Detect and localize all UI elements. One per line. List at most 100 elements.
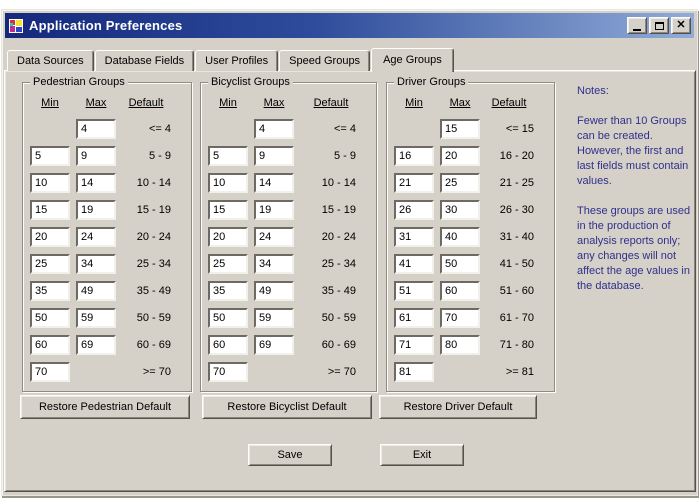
age-group-row: 26 - 30 xyxy=(387,198,554,225)
max-input[interactable] xyxy=(440,119,480,139)
min-input[interactable] xyxy=(394,146,434,166)
maximize-button[interactable] xyxy=(649,17,669,34)
max-input[interactable] xyxy=(254,281,294,301)
min-input[interactable] xyxy=(30,281,70,301)
max-input[interactable] xyxy=(76,254,116,274)
max-input[interactable] xyxy=(76,335,116,355)
max-input[interactable] xyxy=(254,200,294,220)
age-group-row: 15 - 19 xyxy=(23,198,191,225)
max-column-header: Max xyxy=(85,97,107,109)
age-group-row: 60 - 69 xyxy=(201,333,376,360)
close-button[interactable]: ✕ xyxy=(671,17,691,34)
default-range-label: 50 - 59 xyxy=(136,312,171,324)
max-input[interactable] xyxy=(440,173,480,193)
default-range-label: <= 4 xyxy=(333,123,356,135)
max-input[interactable] xyxy=(440,146,480,166)
max-input[interactable] xyxy=(76,281,116,301)
title-bar: Application Preferences ✕ xyxy=(5,13,694,38)
minimize-button[interactable] xyxy=(627,17,647,34)
close-icon: ✕ xyxy=(676,19,686,31)
max-input[interactable] xyxy=(254,227,294,247)
default-range-label: 10 - 14 xyxy=(136,177,171,189)
max-input[interactable] xyxy=(254,308,294,328)
min-input[interactable] xyxy=(208,308,248,328)
max-input[interactable] xyxy=(76,146,116,166)
notes-paragraph: These groups are used in the production … xyxy=(577,205,691,292)
max-input[interactable] xyxy=(254,119,294,139)
max-input[interactable] xyxy=(254,335,294,355)
min-input[interactable] xyxy=(30,254,70,274)
age-group-row: 25 - 34 xyxy=(23,252,191,279)
min-input[interactable] xyxy=(394,362,434,382)
age-group-row: 61 - 70 xyxy=(387,306,554,333)
age-group-row: 5 - 9 xyxy=(201,144,376,171)
default-range-label: 5 - 9 xyxy=(333,150,356,162)
column-headers: Min Max Default xyxy=(201,97,376,112)
default-range-label: 35 - 49 xyxy=(321,285,356,297)
max-input[interactable] xyxy=(440,281,480,301)
max-input[interactable] xyxy=(76,119,116,139)
age-group-row: <= 15 xyxy=(387,117,554,144)
window-title: Application Preferences xyxy=(29,18,183,33)
min-input[interactable] xyxy=(394,227,434,247)
min-input[interactable] xyxy=(394,254,434,274)
min-input[interactable] xyxy=(394,173,434,193)
max-input[interactable] xyxy=(440,308,480,328)
min-input[interactable] xyxy=(208,254,248,274)
max-input[interactable] xyxy=(76,308,116,328)
min-input[interactable] xyxy=(394,200,434,220)
max-input[interactable] xyxy=(76,227,116,247)
min-input[interactable] xyxy=(208,281,248,301)
default-range-label: 20 - 24 xyxy=(136,231,171,243)
min-input[interactable] xyxy=(208,146,248,166)
age-group-row: 35 - 49 xyxy=(23,279,191,306)
age-group-row: <= 4 xyxy=(23,117,191,144)
min-input[interactable] xyxy=(30,335,70,355)
tab-speed-groups[interactable]: Speed Groups xyxy=(279,50,371,71)
min-input[interactable] xyxy=(30,173,70,193)
restore-driver-default-button[interactable]: Restore Driver Default xyxy=(379,395,537,419)
restore-bicyclist-default-button[interactable]: Restore Bicyclist Default xyxy=(202,395,372,419)
max-input[interactable] xyxy=(254,173,294,193)
min-input[interactable] xyxy=(208,335,248,355)
age-group-row: 21 - 25 xyxy=(387,171,554,198)
save-button[interactable]: Save xyxy=(248,444,332,466)
min-input[interactable] xyxy=(30,146,70,166)
min-input[interactable] xyxy=(394,335,434,355)
min-input[interactable] xyxy=(208,173,248,193)
pedestrian-groups-box: Pedestrian Groups Min Max Default <= 4 5 … xyxy=(22,76,192,392)
max-input[interactable] xyxy=(76,173,116,193)
default-range-label: 25 - 34 xyxy=(136,258,171,270)
min-column-header: Min xyxy=(219,97,237,109)
max-input[interactable] xyxy=(254,146,294,166)
age-group-row: 51 - 60 xyxy=(387,279,554,306)
min-input[interactable] xyxy=(30,308,70,328)
max-input[interactable] xyxy=(76,200,116,220)
max-input[interactable] xyxy=(440,254,480,274)
max-input[interactable] xyxy=(440,335,480,355)
min-input[interactable] xyxy=(394,308,434,328)
min-input[interactable] xyxy=(394,281,434,301)
max-input[interactable] xyxy=(440,227,480,247)
tab-data-sources[interactable]: Data Sources xyxy=(7,50,94,71)
restore-pedestrian-default-button[interactable]: Restore Pedestrian Default xyxy=(20,395,190,419)
min-input[interactable] xyxy=(208,227,248,247)
max-column-header: Max xyxy=(263,97,285,109)
min-input[interactable] xyxy=(30,227,70,247)
min-input[interactable] xyxy=(30,200,70,220)
min-input[interactable] xyxy=(208,200,248,220)
default-range-label: 16 - 20 xyxy=(499,150,534,162)
exit-button[interactable]: Exit xyxy=(380,444,464,466)
group-rows: <= 4 5 - 9 10 - 14 15 - 19 20 - 24 25 - 34 35 … xyxy=(201,117,376,387)
age-group-row: 16 - 20 xyxy=(387,144,554,171)
min-input[interactable] xyxy=(30,362,70,382)
min-input[interactable] xyxy=(208,362,248,382)
tab-user-profiles[interactable]: User Profiles xyxy=(195,50,279,71)
max-input[interactable] xyxy=(440,200,480,220)
tab-database-fields[interactable]: Database Fields xyxy=(94,50,195,71)
default-range-label: 51 - 60 xyxy=(499,285,534,297)
default-range-label: <= 4 xyxy=(148,123,171,135)
application-preferences-window: Application Preferences ✕ Data Sources D… xyxy=(1,9,698,496)
max-input[interactable] xyxy=(254,254,294,274)
tab-age-groups[interactable]: Age Groups xyxy=(371,48,454,72)
